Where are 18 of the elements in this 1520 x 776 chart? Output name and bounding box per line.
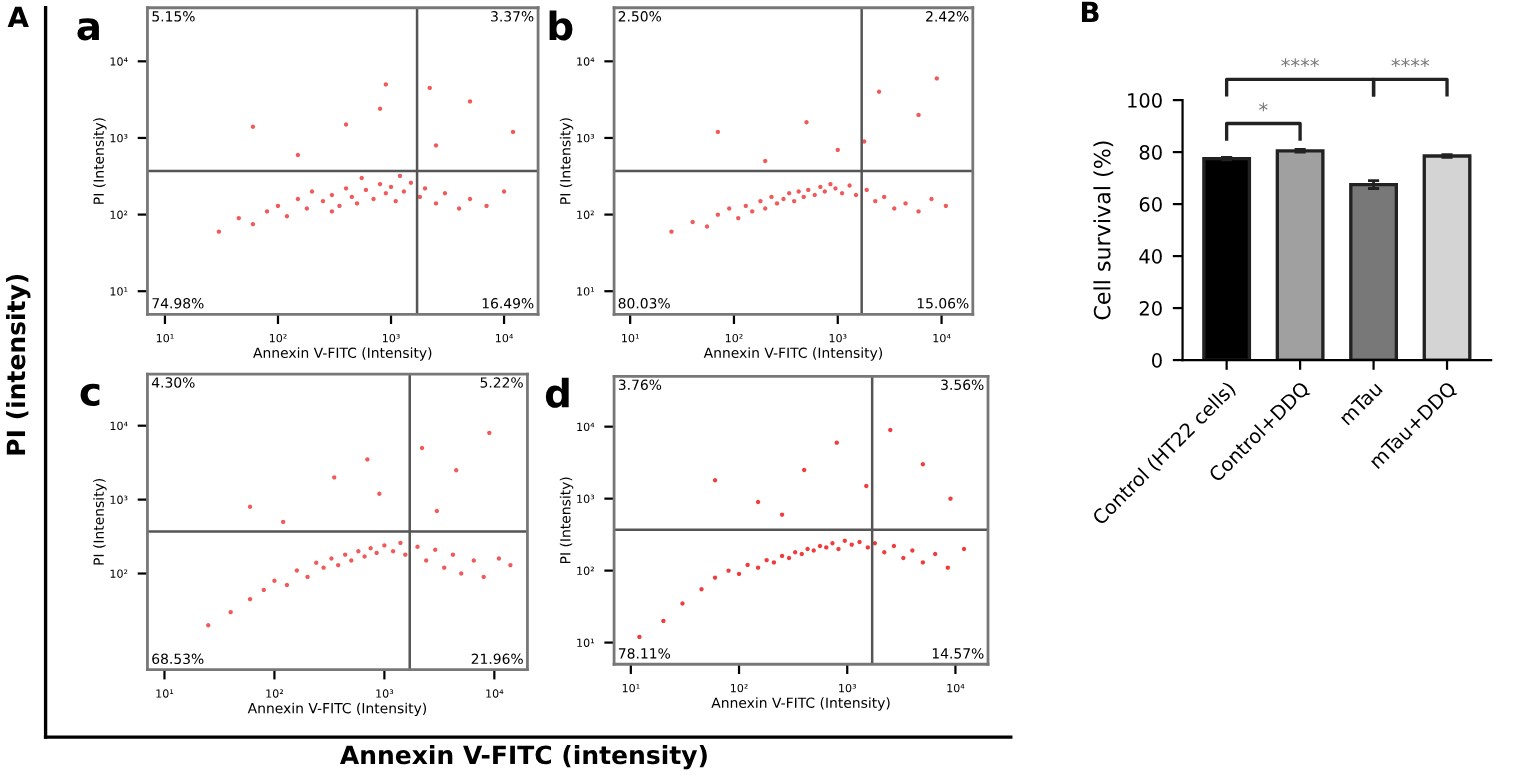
y-tick-label: 40: [1139, 249, 1162, 264]
text: A: [7, 6, 29, 28]
text: ****: [1281, 58, 1319, 68]
y-tick-label: 80: [1139, 145, 1162, 160]
y-tick-label: 20: [1139, 301, 1162, 316]
y-axis-title: Cell survival (%): [1093, 141, 1114, 320]
annotation: *: [1259, 102, 1268, 112]
y-tick-label: 0: [1152, 353, 1162, 368]
text: PI (intensity): [6, 274, 31, 455]
text: ****: [1391, 58, 1430, 68]
chart-title: d: [545, 377, 569, 408]
chart-title: b: [549, 10, 573, 41]
chart-title: c: [80, 383, 100, 407]
chart-title: a: [77, 18, 99, 41]
chart-title: B: [1081, 1, 1099, 23]
y-tick-label: 60: [1139, 197, 1162, 212]
text: Annexin V-FITC (intensity): [339, 744, 707, 770]
y-tick-label: 100: [1128, 93, 1162, 108]
